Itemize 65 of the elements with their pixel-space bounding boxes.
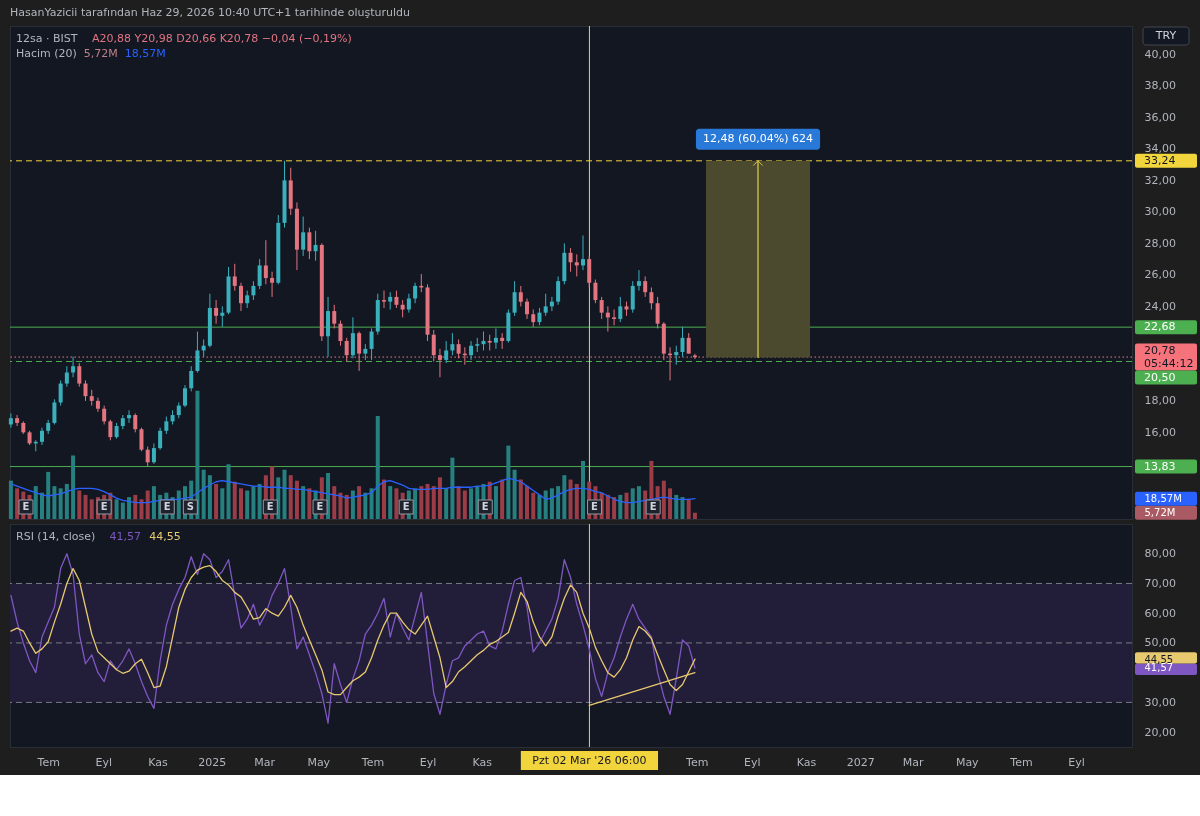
annotation: E bbox=[316, 501, 324, 512]
x-tick-label: May bbox=[307, 755, 331, 769]
text: HasanYazicii tarafından Haz 29, 2026 10:40 UTC+1 tarihinde oluşturuldu bbox=[10, 6, 410, 19]
x-tick-label: Kas bbox=[148, 755, 168, 769]
x-tick-label: Tem bbox=[1009, 755, 1033, 769]
y-tick-label: 28,00 bbox=[1144, 236, 1176, 250]
annotation: E bbox=[163, 501, 171, 512]
annotation: E bbox=[22, 501, 30, 512]
text: 12sa · BIST bbox=[16, 32, 78, 45]
y-tick-label: 20,00 bbox=[1144, 725, 1176, 739]
text: 44,55 bbox=[149, 530, 181, 543]
y-axis-title: TRY bbox=[1154, 29, 1177, 42]
y-tick-label: 34,00 bbox=[1144, 142, 1176, 156]
y-tick-label: 18,57M bbox=[1144, 493, 1182, 505]
ref-line-label: 33,24 bbox=[1144, 153, 1176, 167]
x-tick-label: Eyl bbox=[419, 755, 437, 769]
x-tick-label: Tem bbox=[36, 755, 60, 769]
x-tick-label: Tem bbox=[360, 755, 385, 769]
y-tick-label: 36,00 bbox=[1144, 110, 1176, 124]
text: 5,72M bbox=[83, 47, 118, 60]
x-tick-label: 2025 bbox=[198, 755, 227, 769]
y-tick-label: 18,00 bbox=[1144, 394, 1176, 408]
annotation: E bbox=[591, 501, 599, 512]
y-tick-label: 32,00 bbox=[1144, 173, 1176, 187]
text: A20,88 Y20,98 D20,66 K20,78 −0,04 (−0,19%) bbox=[91, 32, 352, 45]
y-tick-label: 38,00 bbox=[1144, 79, 1176, 93]
annotation: E bbox=[100, 501, 108, 512]
annotation: E bbox=[266, 501, 274, 512]
annotation: E bbox=[402, 501, 410, 512]
x-tick-label: Tem bbox=[685, 755, 709, 769]
x-tick-label: Kas bbox=[796, 755, 817, 769]
y-tick-label: 44,55 bbox=[1144, 653, 1174, 665]
text: Hacim (20) bbox=[16, 47, 77, 60]
y-tick-label: 30,00 bbox=[1144, 205, 1176, 219]
ref-line-label: Pzt 02 Mar '26 06:00 bbox=[532, 753, 647, 767]
y-tick-label: 41,57 bbox=[1144, 662, 1174, 674]
y-tick-label: 50,00 bbox=[1144, 636, 1176, 650]
y-tick-label: 80,00 bbox=[1144, 547, 1176, 561]
y-tick-label: 30,00 bbox=[1144, 695, 1176, 709]
x-tick-label: Mar bbox=[902, 755, 924, 769]
x-tick-label: 2027 bbox=[846, 755, 875, 769]
ref-line-label: 20,50 bbox=[1144, 370, 1176, 384]
x-tick-label: May bbox=[955, 755, 980, 769]
y-tick-label: 26,00 bbox=[1144, 268, 1176, 282]
y-tick-label: 16,00 bbox=[1144, 425, 1176, 439]
y-tick-label: 70,00 bbox=[1144, 576, 1176, 590]
y-tick-label: 24,00 bbox=[1144, 299, 1176, 313]
x-tick-label: Eyl bbox=[95, 755, 113, 769]
y-tick-label: 60,00 bbox=[1144, 606, 1176, 620]
x-tick-label: Mar bbox=[254, 755, 276, 769]
x-tick-label: Eyl bbox=[744, 755, 761, 769]
text: 18,57M bbox=[124, 47, 166, 60]
ref-line-label: 22,68 bbox=[1144, 320, 1176, 334]
x-tick-label: Kas bbox=[472, 755, 493, 769]
annotation: 12,48 (60,04%) 624 bbox=[702, 132, 814, 146]
annotation: S bbox=[186, 501, 194, 512]
annotation: E bbox=[649, 501, 657, 512]
y-tick-label: 5,72M bbox=[1144, 507, 1176, 519]
annotation: E bbox=[481, 501, 489, 512]
text: 41,57 bbox=[109, 530, 142, 543]
ref-line-label: 20,78 05:44:12 bbox=[1144, 343, 1194, 370]
ref-line-label: 13,83 bbox=[1144, 459, 1176, 473]
text: RSI (14, close) bbox=[16, 530, 96, 543]
y-tick-label: 40,00 bbox=[1144, 47, 1176, 61]
x-tick-label: Eyl bbox=[1068, 755, 1085, 769]
